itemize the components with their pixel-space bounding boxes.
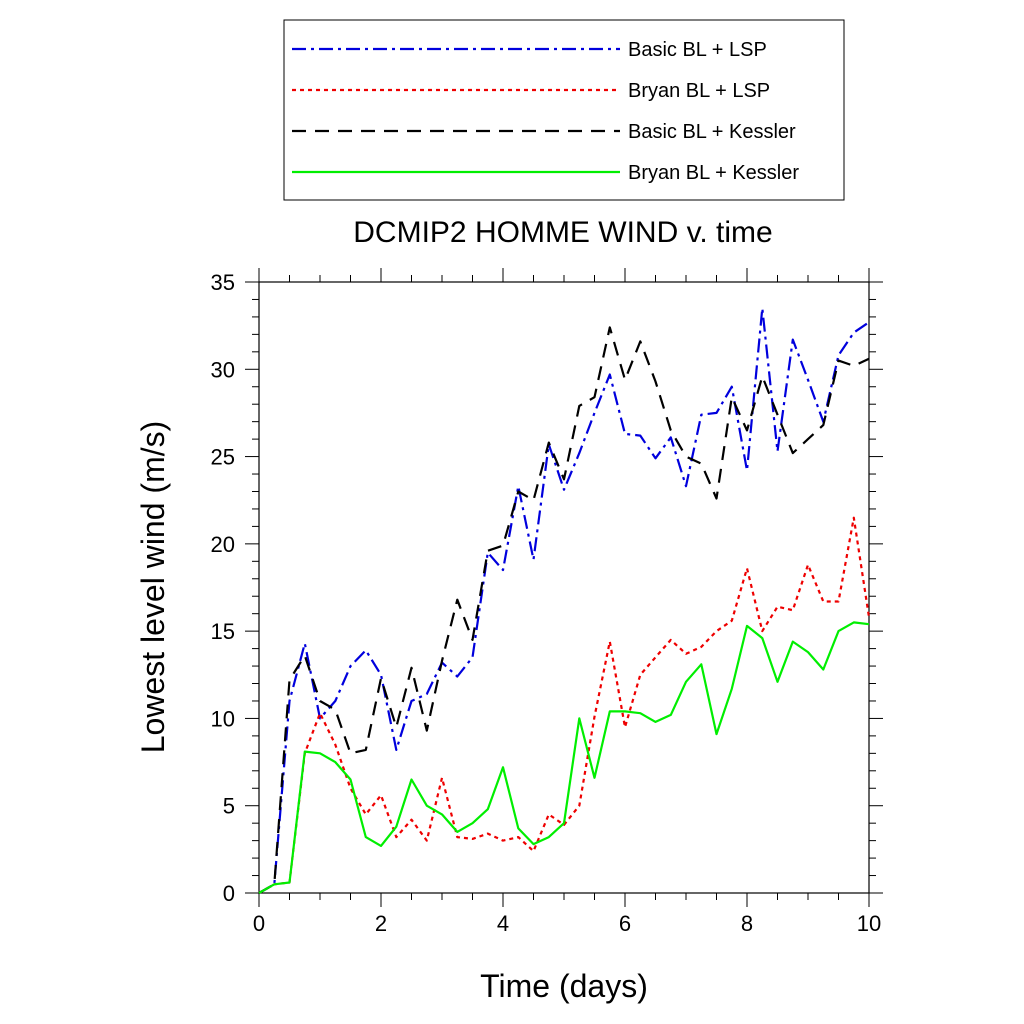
- legend-entries: Basic BL + LSP Bryan BL + LSP Basic BL + K…: [292, 39, 799, 184]
- x-tick-label: 6: [619, 911, 631, 936]
- plot-frame: [258, 281, 870, 894]
- y-tick-label: 10: [211, 706, 235, 731]
- y-tick-label: 0: [223, 881, 235, 906]
- y-tick-label: 15: [211, 619, 235, 644]
- x-tick-label: 0: [253, 911, 265, 936]
- y-tick-label: 5: [223, 794, 235, 819]
- legend-label-1: Basic BL + LSP: [628, 39, 767, 61]
- legend-label-3: Basic BL + Kessler: [628, 121, 796, 143]
- legend: Basic BL + LSP Bryan BL + LSP Basic BL + K…: [283, 19, 845, 201]
- series-line-3: [258, 326, 870, 894]
- series-line-2: [258, 516, 871, 894]
- x-axis: 0 2 4 6 8 10: [253, 268, 881, 936]
- y-tick-label: 35: [211, 270, 235, 295]
- series-line-1: [258, 307, 870, 894]
- y-tick-label: 25: [211, 445, 235, 470]
- x-axis-title: Time (days): [480, 968, 648, 1004]
- y-tick-label: 20: [211, 532, 235, 557]
- series-layer: [258, 307, 871, 894]
- y-axis-title: Lowest level wind (m/s): [135, 421, 171, 754]
- x-tick-label: 2: [375, 911, 387, 936]
- series-line-4: [258, 621, 870, 894]
- x-tick-label: 10: [857, 911, 881, 936]
- chart-title: DCMIP2 HOMME WIND v. time: [353, 216, 772, 249]
- y-axis: 0 5 10 15 20 25 30 35: [211, 270, 883, 906]
- legend-label-2: Bryan BL + LSP: [628, 80, 770, 102]
- legend-label-4: Bryan BL + Kessler: [628, 162, 799, 184]
- x-tick-label: 4: [497, 911, 509, 936]
- y-tick-label: 30: [211, 357, 235, 382]
- x-tick-label: 8: [741, 911, 753, 936]
